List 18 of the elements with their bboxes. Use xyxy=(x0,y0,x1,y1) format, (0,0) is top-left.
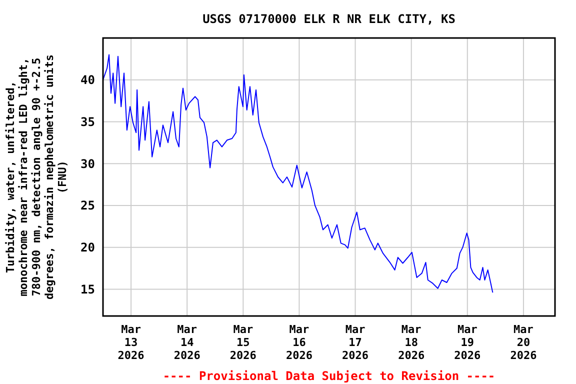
x-tick-label: Mar 15 2026 xyxy=(230,323,257,362)
y-tick-label: 15 xyxy=(80,282,95,296)
x-tick-label: Mar 18 2026 xyxy=(398,323,425,362)
line-series xyxy=(102,54,494,294)
text: ---- Provisional Data Subject to Revision ---- xyxy=(162,369,496,383)
y-axis-title: Turbidity, water, unfiltered, monochrome near infra-red LED light, 780-900 nm, detection angle 90 +-2.5 degrees, formazin nephelometric units (FNU) xyxy=(4,54,69,300)
x-tick-label: Mar 13 2026 xyxy=(118,323,145,362)
x-tick-label: Mar 17 2026 xyxy=(342,323,369,362)
y-tick-label: 35 xyxy=(80,114,95,129)
x-tick-label: Mar 19 2026 xyxy=(454,323,482,362)
x-tick-label: Mar 16 2026 xyxy=(286,323,313,362)
chart-title: USGS 07170000 ELK R NR ELK CITY, KS xyxy=(202,12,456,26)
y-tick-label: 40 xyxy=(80,73,95,88)
x-tick-label: Mar 20 2026 xyxy=(510,323,538,362)
y-tick-label: 25 xyxy=(80,198,95,213)
y-tick-label: 30 xyxy=(80,156,95,171)
x-tick-label: Mar 14 2026 xyxy=(174,323,201,362)
y-tick-label: 20 xyxy=(80,240,95,255)
